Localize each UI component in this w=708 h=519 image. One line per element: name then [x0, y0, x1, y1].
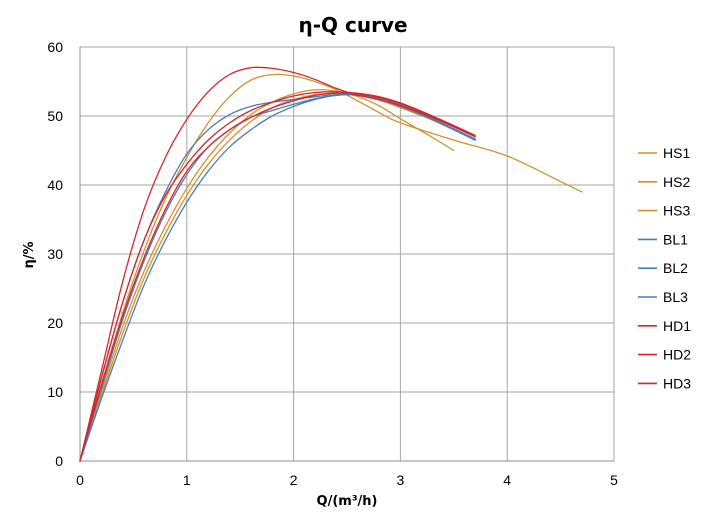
y-tick-label: 50: [47, 108, 63, 124]
y-tick-label: 30: [47, 246, 63, 262]
x-tick-label: 3: [397, 472, 405, 488]
x-axis-title: Q/(m³/h): [317, 494, 378, 509]
y-tick-label: 0: [55, 453, 63, 469]
grid: [79, 46, 615, 462]
y-axis-title: η/%: [22, 241, 37, 268]
chart-title: η-Q curve: [298, 13, 407, 37]
legend: HS1 HS2 HS3 BL1 BL2 BL3 HD1 HD2 HD3: [638, 145, 691, 391]
legend-label-bl2: BL2: [663, 260, 688, 276]
y-tick-label: 20: [47, 315, 63, 331]
series-line-bl3: [79, 93, 476, 462]
legend-label-bl3: BL3: [663, 289, 688, 305]
series-line-hs1: [79, 88, 455, 462]
y-tick-label: 60: [47, 39, 63, 55]
legend-label-bl1: BL1: [663, 231, 688, 247]
legend-label-hd3: HD3: [663, 375, 691, 391]
series-line-hs2: [79, 73, 583, 462]
series-line-hs3: [79, 92, 476, 462]
series-lines: [79, 66, 583, 462]
series-line-bl2: [79, 93, 476, 462]
legend-label-hs1: HS1: [663, 145, 690, 161]
x-tick-label: 1: [183, 472, 191, 488]
y-tick-label: 10: [47, 384, 63, 400]
axes: 0 10 20 30 40 50 60 0 1 2 3 4 5: [47, 39, 618, 488]
legend-label-hs2: HS2: [663, 174, 690, 190]
series-line-bl1: [79, 93, 476, 462]
x-tick-label: 2: [290, 472, 298, 488]
series-line-hd2: [79, 66, 476, 462]
legend-label-hd1: HD1: [663, 318, 691, 334]
legend-label-hs3: HS3: [663, 203, 690, 219]
x-tick-label: 5: [610, 472, 618, 488]
x-tick-label: 4: [503, 472, 511, 488]
y-tick-label: 40: [47, 177, 63, 193]
series-line-hd1: [79, 92, 476, 462]
series-line-hd3: [79, 91, 476, 462]
x-tick-label: 0: [76, 472, 84, 488]
legend-label-hd2: HD2: [663, 347, 691, 363]
